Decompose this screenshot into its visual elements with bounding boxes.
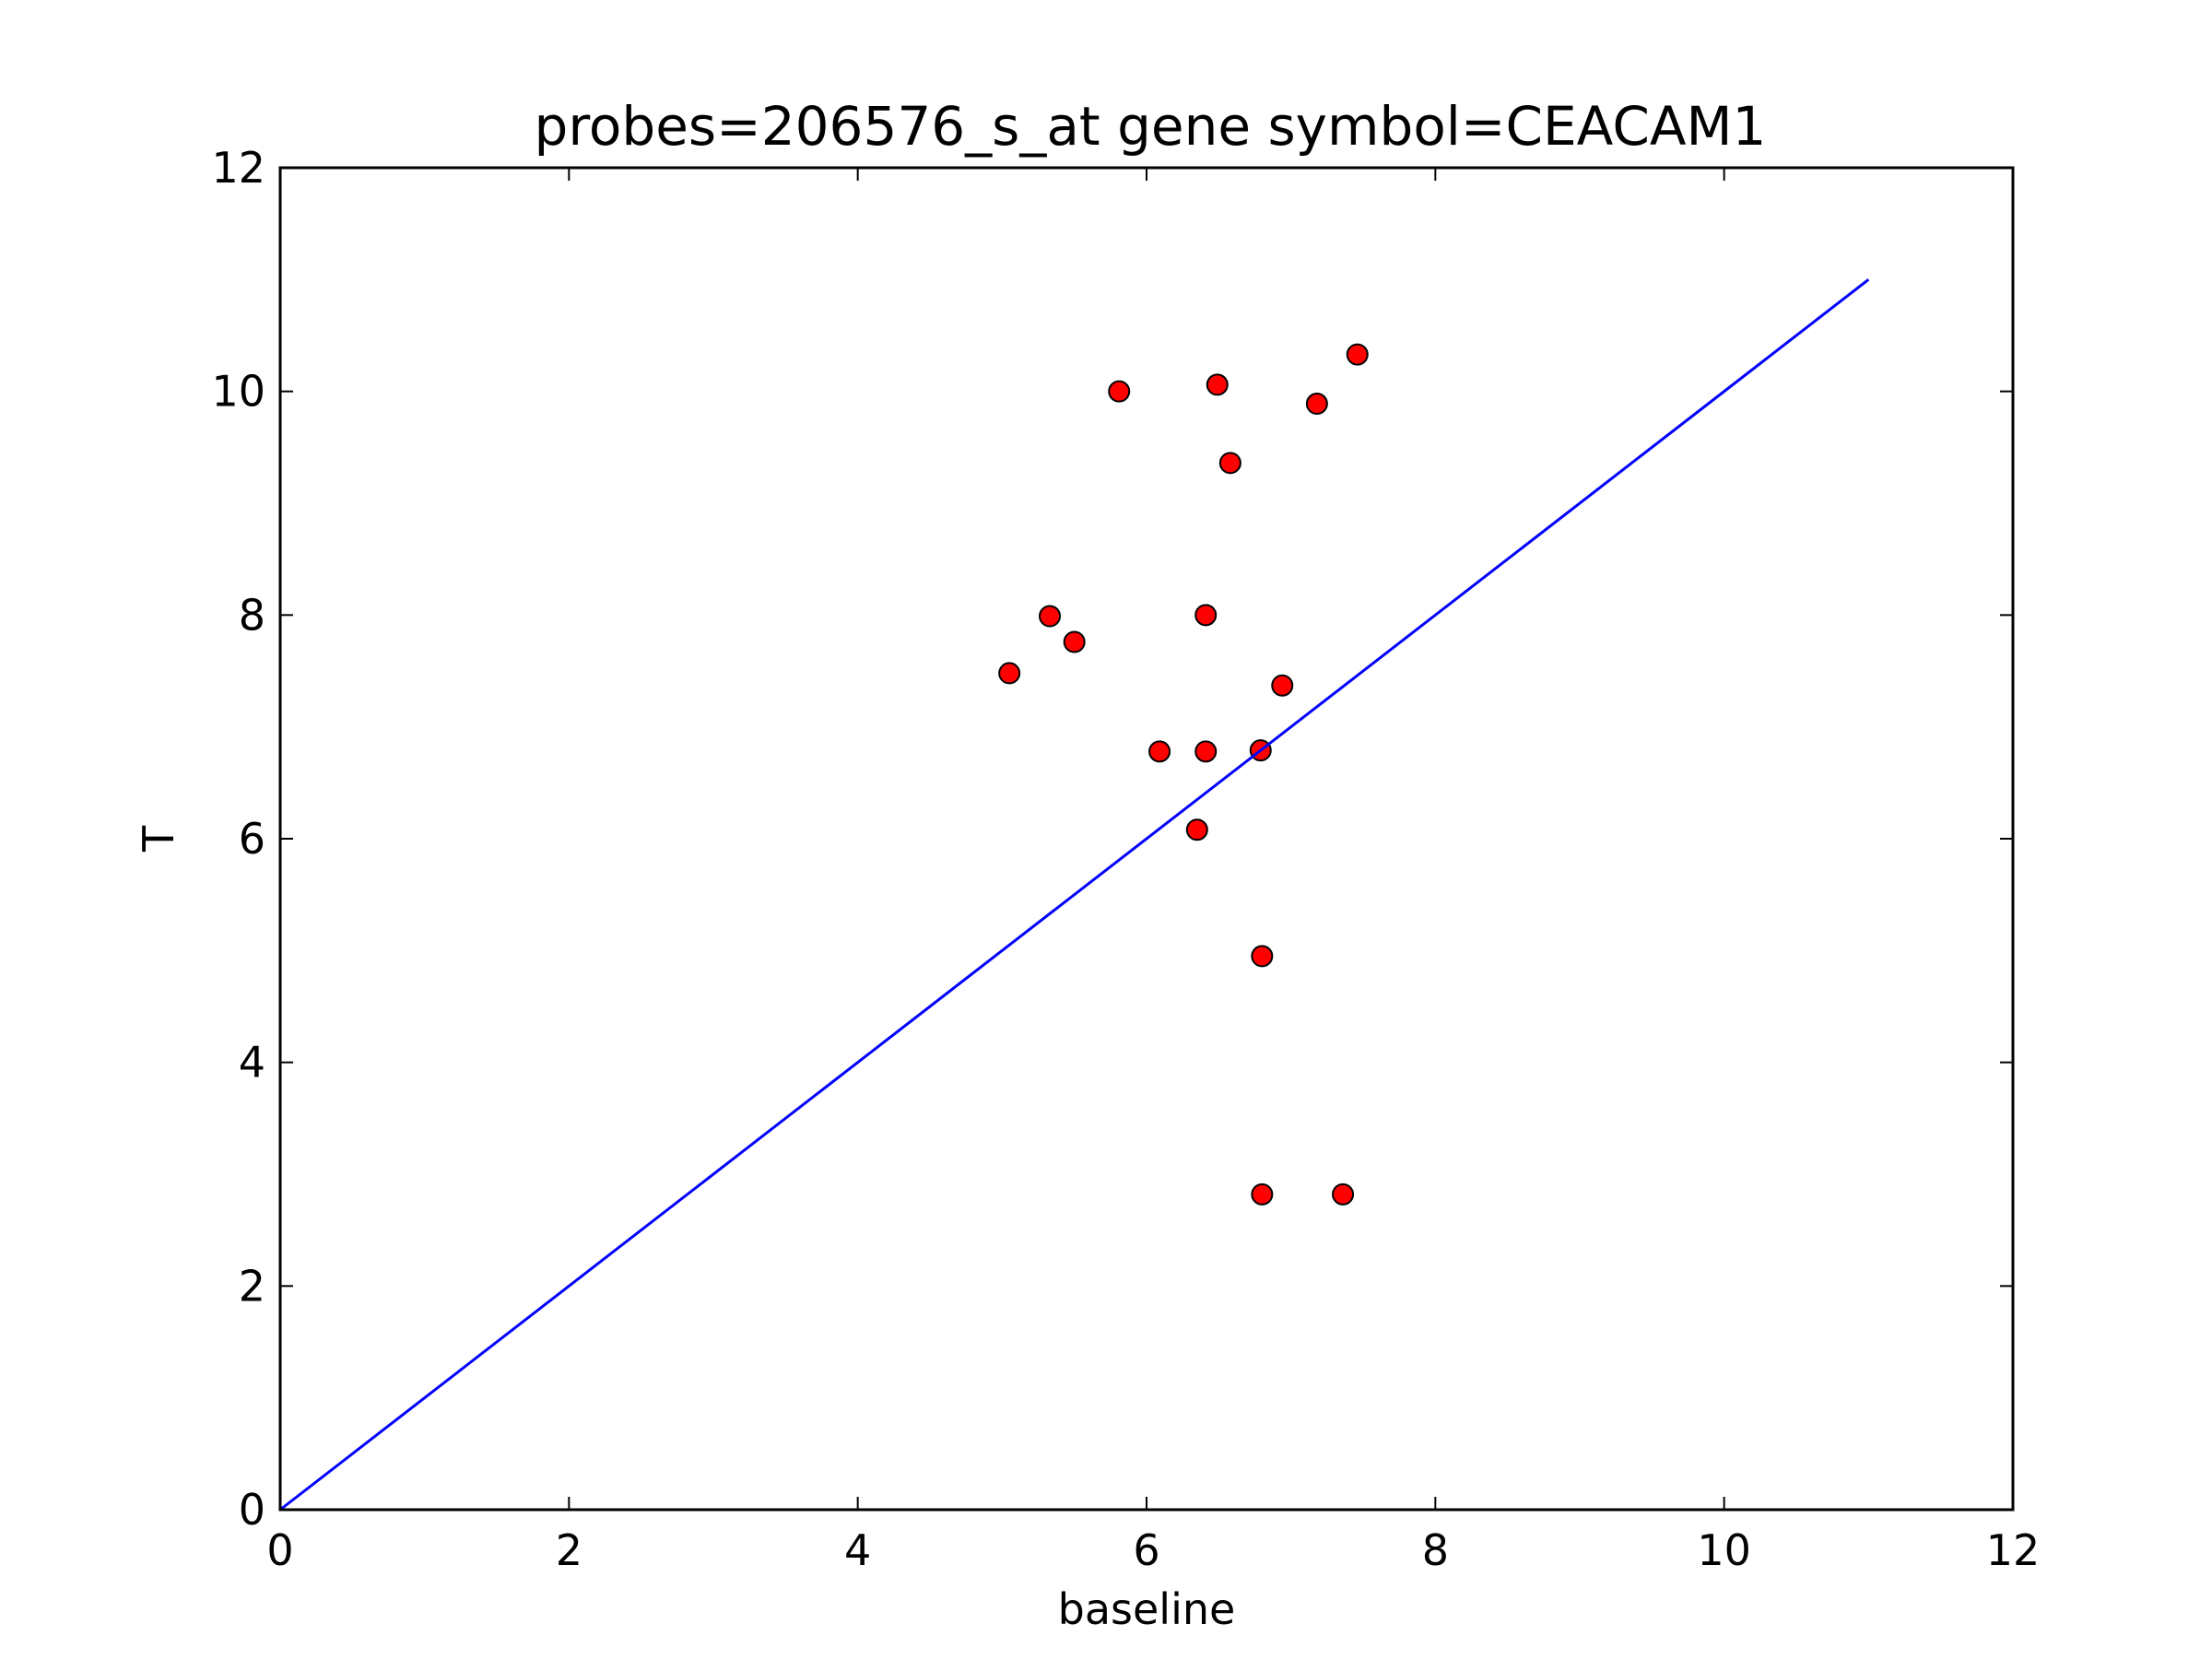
data-point [1148, 740, 1171, 763]
x-tick-label: 2 [556, 1525, 582, 1575]
y-axis-label: T [134, 825, 183, 853]
data-point [998, 662, 1021, 685]
y-tick-label: 0 [239, 1485, 265, 1535]
data-point [1194, 740, 1218, 763]
data-point [1039, 605, 1062, 628]
data-point [1194, 604, 1218, 627]
data-point [1251, 1182, 1274, 1206]
data-point [1108, 380, 1131, 403]
plot-area [279, 278, 1870, 1512]
x-tick-label: 10 [1697, 1525, 1751, 1575]
y-tick-label: 12 [211, 143, 265, 193]
y-tick-label: 6 [239, 814, 265, 864]
data-point [1251, 945, 1274, 968]
x-axis-label: baseline [1058, 1584, 1236, 1634]
y-tick-label: 8 [239, 590, 265, 640]
diagonal-reference-line [279, 278, 1870, 1512]
data-point [1271, 674, 1294, 697]
data-point [1332, 1182, 1355, 1206]
data-point [1346, 343, 1369, 366]
data-point [1305, 393, 1328, 416]
x-tick-label: 8 [1422, 1525, 1449, 1575]
data-point [1063, 630, 1086, 653]
y-tick-label: 2 [239, 1261, 265, 1311]
x-tick-label: 6 [1133, 1525, 1159, 1575]
x-tick-label: 12 [1986, 1525, 2041, 1575]
data-point [1185, 818, 1208, 841]
axis-ticks: 0 2 4 6 8 10 12 0 2 4 6 8 10 12 [211, 143, 2040, 1575]
x-tick-label: 0 [266, 1525, 293, 1575]
y-tick-label: 4 [239, 1038, 265, 1088]
x-tick-label: 4 [844, 1525, 871, 1575]
data-point [1218, 452, 1241, 475]
data-point [1206, 373, 1229, 396]
chart-title: probes=206576_s_at gene symbol=CEACAM1 [535, 95, 1767, 158]
y-tick-label: 10 [211, 367, 265, 417]
